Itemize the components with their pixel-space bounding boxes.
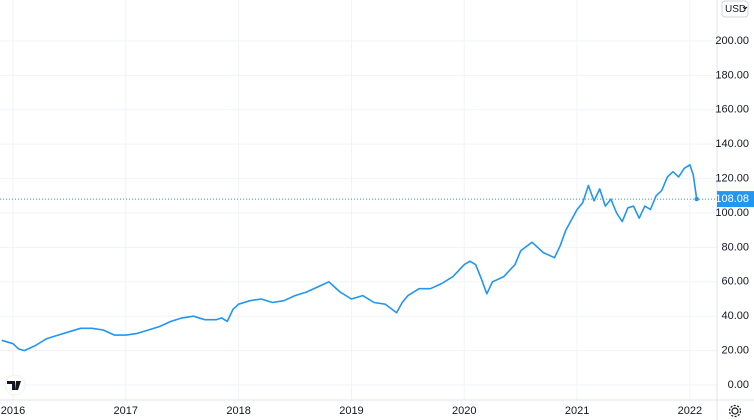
currency-button[interactable] — [721, 0, 749, 18]
x-tick-label: 2021 — [565, 405, 589, 417]
y-tick-label: 80.00 — [721, 241, 749, 253]
x-tick-label: 2018 — [226, 405, 250, 417]
y-tick-label: 40.00 — [721, 310, 749, 322]
y-tick-label: 60.00 — [721, 276, 749, 288]
y-tick-label: 160.00 — [715, 104, 749, 116]
dropdown-arrow — [742, 6, 748, 10]
x-tick-label: 2017 — [114, 405, 138, 417]
x-tick-label: 2016 — [1, 405, 25, 417]
y-tick-label: 20.00 — [721, 345, 749, 357]
logo — [4, 374, 26, 396]
y-tick-label: 0.00 — [728, 379, 749, 391]
currency: USD — [725, 4, 746, 15]
y-tick-label: 120.00 — [715, 172, 749, 184]
price-label-box — [717, 191, 754, 208]
y-tick-label: 200.00 — [715, 35, 749, 47]
y-tick-label: 100.00 — [715, 207, 749, 219]
price-line — [1, 164, 698, 352]
settings-icon[interactable] — [728, 404, 742, 418]
y-tick-label: 140.00 — [715, 138, 749, 150]
price-label: 108.08 — [715, 193, 749, 205]
x-tick-label: 2022 — [678, 405, 702, 417]
y-tick-label: 180.00 — [715, 69, 749, 81]
x-tick-label: 2020 — [452, 405, 476, 417]
x-tick-label: 2019 — [339, 405, 363, 417]
